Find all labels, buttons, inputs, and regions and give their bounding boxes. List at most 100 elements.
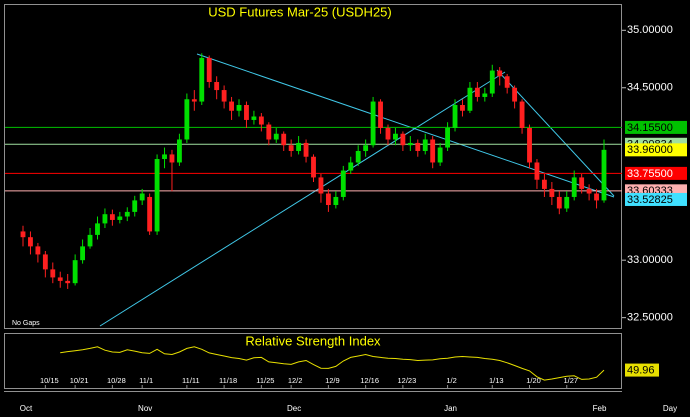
rsi-panel-frame — [4, 333, 622, 389]
month-label: Nov — [138, 404, 152, 413]
x-tick-label: 12/23 — [397, 376, 416, 385]
level-label-bg — [625, 120, 687, 134]
y-tick-label: 35.00000 — [627, 24, 673, 36]
candle-body — [132, 200, 138, 212]
candle-body — [169, 154, 175, 163]
level-label-bg — [625, 143, 687, 157]
rsi-line — [60, 346, 605, 381]
x-tick-label: 10/15 — [40, 376, 59, 385]
candle-body — [281, 133, 287, 146]
candle-body — [50, 269, 56, 278]
candle-body — [184, 99, 190, 140]
candle-body — [385, 127, 391, 140]
x-tick-label: 10/28 — [107, 376, 126, 385]
candle-body — [601, 149, 607, 201]
chart-title: USD Futures Mar-25 (USDH25) — [208, 4, 392, 19]
candle-body — [363, 145, 369, 151]
month-label: Jan — [444, 404, 457, 413]
candle-body — [206, 57, 212, 83]
candle-body — [586, 188, 592, 194]
month-label: Oct — [20, 404, 33, 413]
candle-body — [415, 142, 421, 151]
candle-body — [512, 87, 518, 102]
x-tick-label: 11/11 — [182, 376, 200, 385]
month-label: Feb — [593, 404, 607, 413]
x-tick-label: 1/20 — [526, 376, 541, 385]
candle-body — [549, 188, 555, 197]
y-tick-label: 33.00000 — [627, 254, 673, 266]
candle-body — [340, 170, 346, 197]
candle-body — [370, 101, 376, 146]
candle-body — [348, 162, 354, 171]
candle-body — [57, 277, 63, 281]
candle-body — [474, 87, 480, 97]
y-tick-label: 32.50000 — [627, 312, 673, 324]
candle-body — [571, 177, 577, 197]
candle-body — [355, 150, 361, 163]
rsi-title: Relative Strength Index — [245, 333, 381, 348]
candle-body — [497, 70, 503, 77]
candle-body — [80, 246, 86, 261]
candle-body — [489, 70, 495, 94]
candle-body — [504, 76, 510, 88]
x-unit: Day — [663, 404, 677, 413]
candle-body — [244, 105, 249, 120]
candle-body — [28, 237, 33, 247]
x-tick-label: 12/2 — [288, 376, 303, 385]
candle-body — [251, 116, 257, 120]
candle-body — [579, 177, 585, 189]
rsi-label: 49.96 — [627, 364, 655, 376]
candle-body — [311, 156, 316, 178]
note: No Gaps — [12, 320, 40, 327]
candle-body — [266, 124, 272, 140]
candle-body — [42, 254, 48, 270]
candle-body — [102, 214, 108, 224]
candle-body — [519, 101, 525, 128]
x-tick-label: 10/21 — [70, 376, 89, 385]
candle-body — [221, 90, 227, 102]
candle-body — [65, 280, 71, 284]
candle-body — [482, 93, 488, 97]
candle-body — [460, 105, 465, 111]
candle-body — [437, 147, 443, 163]
candle-body — [35, 246, 41, 255]
plot-area — [5, 53, 622, 289]
level-label: 33.52825 — [627, 194, 673, 206]
candle-body — [139, 193, 145, 201]
x-tick-label: 1/2 — [446, 376, 456, 385]
candle-body — [564, 196, 570, 209]
candle-body — [452, 105, 458, 128]
candle-body — [333, 196, 339, 206]
candle-body — [229, 101, 234, 111]
candle-body — [177, 139, 182, 163]
x-tick-label: 12/16 — [360, 376, 379, 385]
price-panel-frame — [4, 4, 622, 329]
y-tick-label: 34.50000 — [627, 82, 673, 94]
candle-body — [325, 193, 331, 206]
x-tick-label: 11/25 — [256, 376, 274, 385]
trendline — [99, 71, 506, 327]
candle-body — [400, 133, 406, 146]
candle-body — [422, 139, 428, 151]
candle-body — [273, 133, 279, 140]
level-label-bg — [625, 192, 687, 206]
x-tick-label: 12/9 — [325, 376, 340, 385]
candle-body — [109, 214, 115, 220]
candle-body — [72, 260, 78, 284]
level-label: 33.75500 — [627, 168, 673, 180]
candle-body — [124, 211, 130, 217]
candle-body — [117, 216, 123, 220]
candle-body — [199, 57, 205, 102]
level-label-bg — [625, 166, 687, 180]
candle-body — [445, 127, 450, 148]
candle-body — [393, 133, 398, 140]
candle-body — [236, 105, 242, 111]
candle-body — [288, 145, 294, 151]
candle-body — [407, 142, 413, 146]
candle-body — [147, 196, 153, 232]
candle-body — [534, 162, 540, 180]
level-label: 33.96000 — [627, 144, 673, 156]
x-tick-label: 1/13 — [489, 376, 504, 385]
